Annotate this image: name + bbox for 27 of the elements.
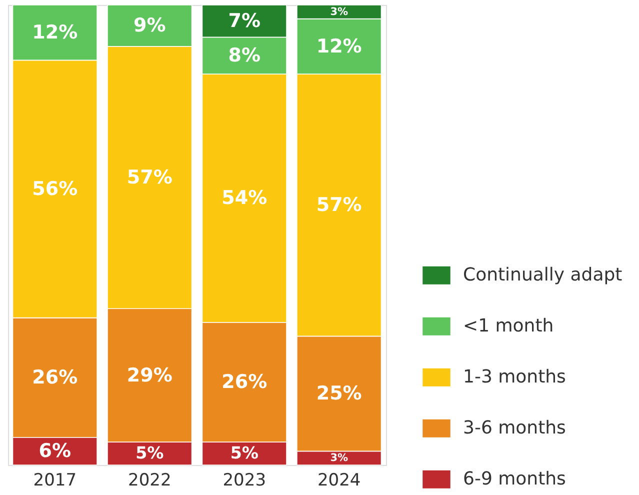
data-label: 26%: [32, 366, 78, 389]
data-label: 5%: [230, 444, 259, 462]
data-label: 3%: [330, 452, 348, 464]
data-label: 29%: [126, 364, 172, 386]
legend-label: Continually adapt: [463, 264, 622, 286]
data-label: 26%: [222, 371, 268, 394]
x-tick-label: 2017: [33, 470, 77, 490]
data-label: 56%: [32, 178, 78, 200]
legend-label: 3-6 months: [463, 417, 566, 438]
data-label: 6%: [38, 440, 72, 462]
legend-label: 6-9 months: [463, 468, 566, 490]
data-label: 12%: [316, 35, 362, 58]
data-label: 5%: [136, 444, 164, 462]
data-label: 8%: [228, 44, 260, 67]
data-label: 12%: [32, 22, 78, 44]
data-label: 9%: [134, 14, 166, 37]
data-label: 57%: [126, 166, 172, 188]
legend-label: <1 month: [463, 315, 554, 336]
x-tick-label: 2023: [222, 470, 266, 490]
data-label: 7%: [228, 10, 260, 32]
x-tick-label: 2022: [128, 470, 172, 490]
legend-label: 1-3 months: [463, 366, 566, 388]
data-label: 3%: [330, 6, 348, 18]
data-label: 25%: [316, 382, 362, 405]
x-tick-label: 2024: [317, 470, 361, 490]
data-label: 57%: [316, 194, 362, 216]
data-label: 54%: [222, 187, 268, 210]
